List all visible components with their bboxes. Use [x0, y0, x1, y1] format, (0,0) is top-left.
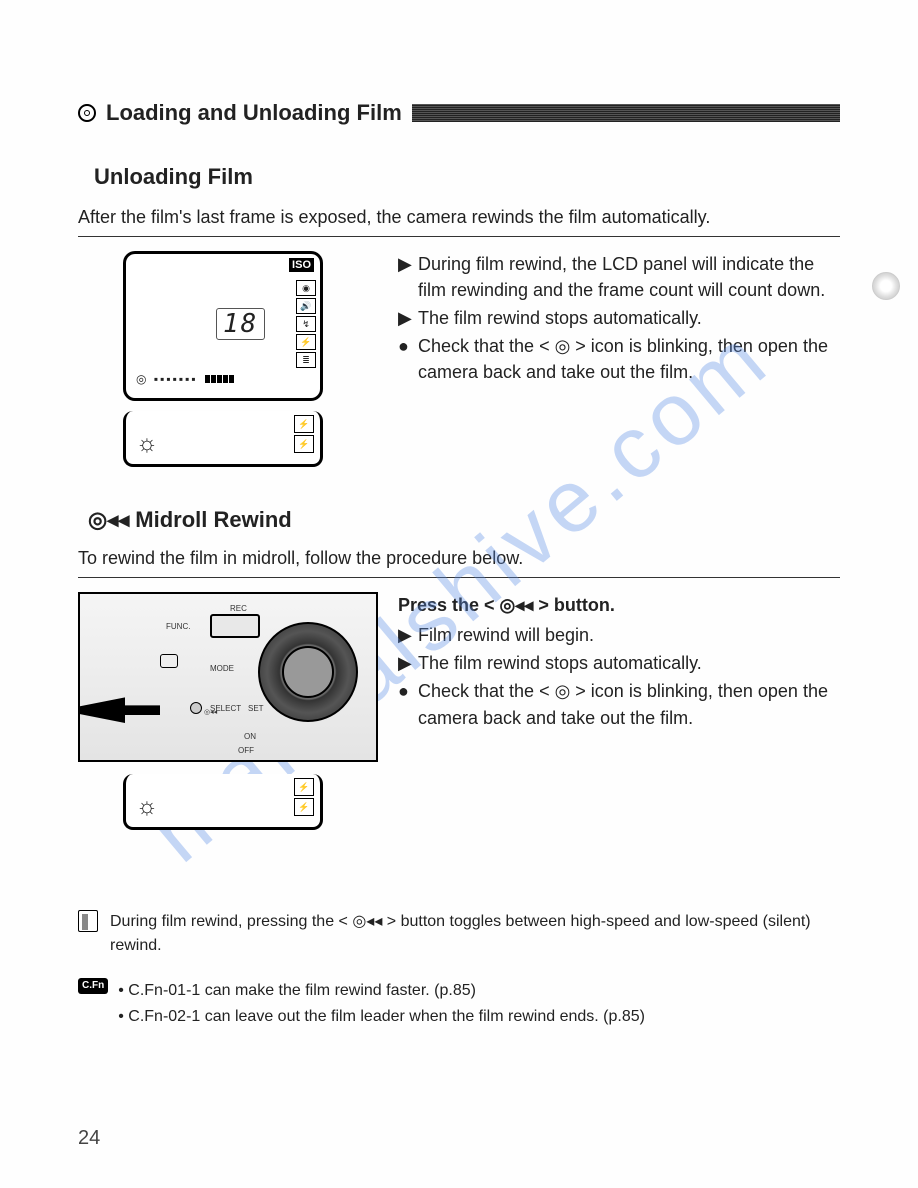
camera-lcd-window: [210, 614, 260, 638]
note-text: During film rewind, pressing the < ◎◂◂ >…: [110, 910, 840, 958]
bullet-text: The film rewind stops automatically.: [418, 305, 702, 331]
rewind-icon: ◎◂◂: [88, 507, 129, 533]
lcd-side-icon: ⚡: [296, 334, 316, 350]
header-title: Loading and Unloading Film: [106, 100, 402, 126]
camera-dial: [258, 622, 358, 722]
note-block: During film rewind, pressing the < ◎◂◂ >…: [78, 910, 840, 958]
section2-illustration: FUNC. REC MODE SELECT SET ON OFF ◎◂◂ ☼ ⚡…: [78, 592, 368, 830]
film-cartridge-icon: [78, 104, 96, 122]
pointer-arrow: [78, 694, 160, 726]
bullet-text: The film rewind stops automatically.: [418, 650, 702, 676]
bullet-item: ▶ Film rewind will begin.: [398, 622, 840, 648]
sun-icon: ☼: [136, 430, 158, 458]
on-label: ON: [244, 732, 256, 741]
page-number: 24: [78, 1127, 100, 1150]
bullet-marker: ●: [398, 678, 412, 730]
bullet-marker: ▶: [398, 251, 412, 303]
cfn-badge: C.Fn: [78, 978, 108, 994]
page-header: Loading and Unloading Film: [78, 100, 840, 126]
rec-label: REC: [230, 604, 247, 613]
bullet-item: ▶ The film rewind stops automatically.: [398, 650, 840, 676]
mode-label: MODE: [210, 664, 234, 673]
camera-back-illustration: FUNC. REC MODE SELECT SET ON OFF ◎◂◂: [78, 592, 378, 762]
flash-icon: ⚡: [294, 778, 314, 796]
section2-rule: [78, 577, 840, 578]
lcd-iso-label: ISO: [289, 258, 314, 272]
cfn-block: C.Fn C.Fn-01-1 can make the film rewind …: [78, 978, 840, 1029]
note-icon: [78, 910, 98, 932]
flash-icon: ⚡: [294, 435, 314, 453]
section2-intro: To rewind the film in midroll, follow th…: [78, 545, 840, 571]
bullet-item: ● Check that the < ◎ > icon is blinking,…: [398, 333, 840, 385]
bullet-text: Check that the < ◎ > icon is blinking, t…: [418, 678, 840, 730]
set-label: SET: [248, 704, 264, 713]
rewind-button-pin: [190, 702, 202, 714]
section2-step-head: Press the < ◎◂◂ > button.: [398, 592, 840, 618]
lcd-side-icon: ↯: [296, 316, 316, 332]
lcd-side-icon: ≣: [296, 352, 316, 368]
lcd-frame-count: 18: [216, 308, 265, 340]
section2-heading-row: ◎◂◂ Midroll Rewind: [88, 507, 840, 533]
func-label: FUNC.: [166, 622, 190, 631]
section1-illustration: ISO ◉ 🔊 ↯ ⚡ ≣ 18 ▪▪▪▪▪▪▪ ☼ ⚡ ⚡: [78, 251, 368, 467]
bullet-marker: ▶: [398, 622, 412, 648]
cfn-list: C.Fn-01-1 can make the film rewind faste…: [118, 978, 645, 1029]
bullet-marker: ▶: [398, 650, 412, 676]
flash-icon: ⚡: [294, 798, 314, 816]
lcd-film-indicator: ▪▪▪▪▪▪▪: [136, 372, 235, 386]
cfn-item: C.Fn-02-1 can leave out the film leader …: [118, 1004, 645, 1030]
bullet-text: During film rewind, the LCD panel will i…: [418, 251, 840, 303]
section1-heading: Unloading Film: [94, 164, 840, 190]
section1-rule: [78, 236, 840, 237]
header-divider-bar: [412, 104, 840, 122]
bullet-marker: ▶: [398, 305, 412, 331]
bullet-item: ▶ The film rewind stops automatically.: [398, 305, 840, 331]
off-label: OFF: [238, 746, 254, 755]
bullet-marker: ●: [398, 333, 412, 385]
lcd-side-icon: ◉: [296, 280, 316, 296]
binder-hole: [872, 272, 900, 300]
bullet-text: Film rewind will begin.: [418, 622, 594, 648]
rewind-btn-label: ◎◂◂: [204, 708, 217, 716]
bullet-text: Check that the < ◎ > icon is blinking, t…: [418, 333, 840, 385]
flash-bar-illustration: ☼ ⚡ ⚡: [123, 411, 323, 467]
lcd-side-icons: ◉ 🔊 ↯ ⚡ ≣: [296, 280, 316, 368]
cfn-item: C.Fn-01-1 can make the film rewind faste…: [118, 978, 645, 1004]
section2-body: FUNC. REC MODE SELECT SET ON OFF ◎◂◂ ☼ ⚡…: [78, 592, 840, 830]
section1-text: ▶ During film rewind, the LCD panel will…: [398, 251, 840, 467]
flash-icon: ⚡: [294, 415, 314, 433]
sun-icon: ☼: [136, 793, 158, 821]
section1-body: ISO ◉ 🔊 ↯ ⚡ ≣ 18 ▪▪▪▪▪▪▪ ☼ ⚡ ⚡ ▶ D: [78, 251, 840, 467]
flash-bar-illustration: ☼ ⚡ ⚡: [123, 774, 323, 830]
section2-heading: Midroll Rewind: [135, 507, 291, 533]
section1-intro: After the film's last frame is exposed, …: [78, 204, 840, 230]
small-btn: [160, 654, 178, 668]
lcd-panel-illustration: ISO ◉ 🔊 ↯ ⚡ ≣ 18 ▪▪▪▪▪▪▪: [123, 251, 323, 401]
lcd-side-icon: 🔊: [296, 298, 316, 314]
section2-text: Press the < ◎◂◂ > button. ▶ Film rewind …: [398, 592, 840, 830]
bullet-item: ● Check that the < ◎ > icon is blinking,…: [398, 678, 840, 730]
bullet-item: ▶ During film rewind, the LCD panel will…: [398, 251, 840, 303]
